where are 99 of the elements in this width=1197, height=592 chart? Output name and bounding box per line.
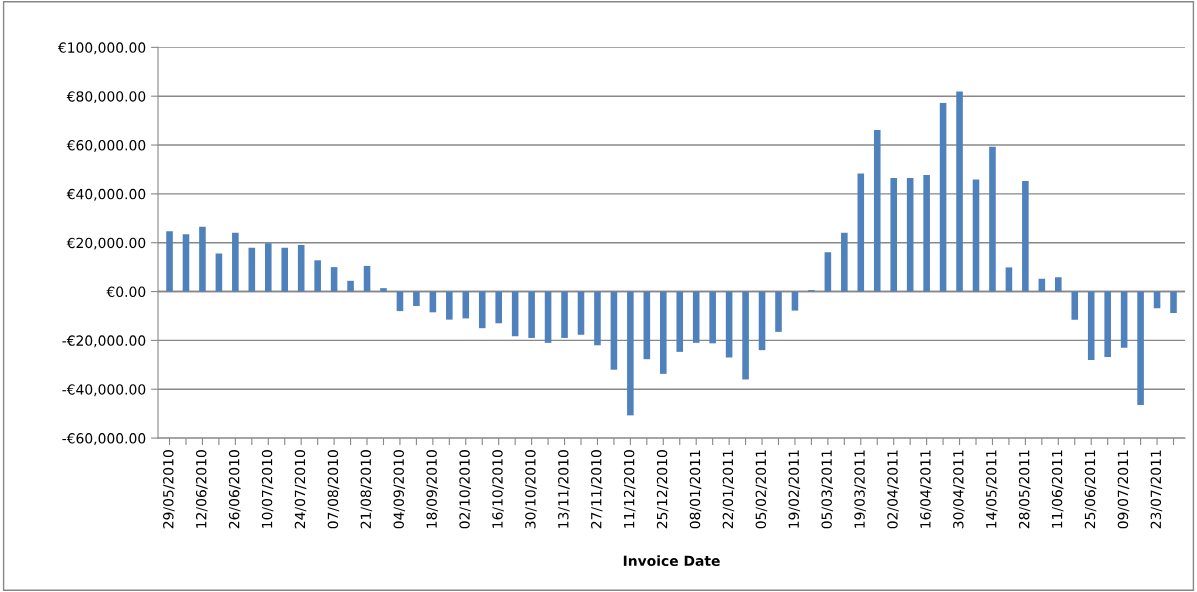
bar — [232, 232, 239, 292]
x-tick-label: 30/10/2010 — [525, 450, 537, 529]
bar — [643, 291, 651, 360]
bar — [906, 178, 914, 292]
y-tick-label: €20,000.00 — [66, 237, 146, 250]
bar — [758, 291, 766, 351]
x-tick-label: 14/05/2011 — [985, 450, 998, 528]
bar — [199, 226, 206, 292]
bar — [215, 253, 223, 292]
x-tick-label: 04/09/2010 — [393, 450, 406, 529]
bar — [330, 267, 338, 292]
x-tick-label: 21/08/2010 — [360, 450, 373, 529]
bar — [314, 260, 321, 292]
bar — [1022, 180, 1029, 292]
x-tick-label: 07/08/2010 — [327, 450, 340, 529]
x-axis-title: Invoice Date — [623, 555, 720, 567]
bar — [248, 247, 256, 292]
bar — [956, 91, 963, 292]
x-tick-label: 05/03/2011 — [821, 450, 833, 529]
y-tick-label: €40,000.00 — [66, 188, 146, 201]
bar — [297, 244, 305, 292]
bar — [495, 291, 502, 324]
x-tick-label: 11/06/2011 — [1051, 450, 1064, 528]
bar — [627, 291, 634, 416]
bar — [692, 291, 700, 343]
bar — [413, 291, 420, 306]
y-tick-label: -€20,000.00 — [62, 335, 146, 348]
y-tick-label: €60,000.00 — [66, 140, 146, 152]
bar — [873, 129, 881, 292]
bar — [791, 291, 799, 311]
bar — [857, 173, 865, 292]
x-tick-label: 08/01/2011 — [689, 450, 702, 529]
x-tick-label: 29/05/2010 — [163, 450, 175, 529]
bar — [939, 103, 947, 292]
bar — [264, 243, 272, 292]
bar — [610, 291, 618, 370]
x-tick-label: 25/06/2011 — [1084, 450, 1097, 529]
x-tick-label: 19/02/2011 — [788, 450, 801, 528]
y-tick-label: €0.00 — [106, 286, 146, 298]
bar — [841, 232, 848, 292]
x-tick-label: 18/09/2010 — [426, 450, 438, 528]
bar — [824, 252, 832, 292]
bar — [478, 291, 486, 329]
x-tick-label: 16/10/2010 — [492, 450, 504, 528]
x-tick-label: 30/04/2011 — [953, 450, 965, 529]
x-tick-label: 22/01/2011 — [722, 450, 735, 529]
bar — [166, 231, 173, 292]
x-tick-label: 09/07/2011 — [1117, 450, 1130, 529]
bar — [709, 291, 716, 344]
y-tick-label: €80,000.00 — [66, 91, 146, 104]
bar — [742, 291, 749, 380]
bar — [1038, 278, 1046, 292]
bar — [1137, 291, 1144, 406]
x-tick-label: 13/11/2010 — [558, 450, 570, 528]
bar — [1005, 267, 1013, 292]
x-tick-label: 28/05/2011 — [1018, 450, 1031, 529]
bar — [676, 291, 684, 352]
x-tick-label: 19/03/2011 — [854, 450, 866, 528]
bar — [923, 175, 930, 292]
bar — [363, 265, 371, 292]
x-tick-label: 11/12/2010 — [623, 450, 636, 528]
bar — [561, 291, 568, 338]
bar — [775, 291, 782, 332]
bar — [1087, 291, 1095, 360]
bar — [660, 291, 667, 374]
bar — [1055, 277, 1062, 292]
y-tick-label: -€60,000.00 — [62, 433, 146, 445]
y-tick-label: €100,000.00 — [57, 42, 146, 55]
bar — [1104, 291, 1111, 358]
bar — [281, 247, 289, 292]
bar — [594, 291, 601, 346]
x-tick-label: 02/10/2010 — [459, 450, 471, 529]
bar — [1071, 291, 1079, 320]
bar — [972, 179, 980, 292]
bar — [380, 288, 387, 292]
bar — [577, 291, 585, 335]
bar — [182, 234, 190, 292]
bar — [989, 146, 996, 292]
bar — [890, 178, 897, 292]
x-tick-label: 05/02/2011 — [755, 450, 768, 529]
bar — [511, 291, 519, 337]
x-tick-label: 23/07/2011 — [1150, 450, 1163, 529]
bar — [1120, 291, 1128, 348]
bar — [462, 291, 470, 319]
x-tick-label: 24/07/2010 — [294, 450, 307, 529]
bar — [446, 291, 453, 320]
x-tick-label: 26/06/2010 — [228, 450, 241, 529]
x-tick-label: 25/12/2010 — [656, 450, 669, 529]
bar — [1170, 291, 1177, 314]
bar — [725, 291, 733, 358]
x-tick-label: 12/06/2010 — [195, 450, 208, 528]
y-tick-label: -€40,000.00 — [62, 384, 146, 397]
bar — [544, 291, 552, 343]
bar — [528, 291, 535, 338]
bar — [347, 280, 354, 292]
x-tick-label: 16/04/2011 — [920, 450, 932, 528]
x-tick-label: 10/07/2010 — [261, 450, 274, 528]
x-tick-label: 02/04/2011 — [887, 450, 899, 529]
x-tick-label: 27/11/2010 — [590, 450, 603, 529]
